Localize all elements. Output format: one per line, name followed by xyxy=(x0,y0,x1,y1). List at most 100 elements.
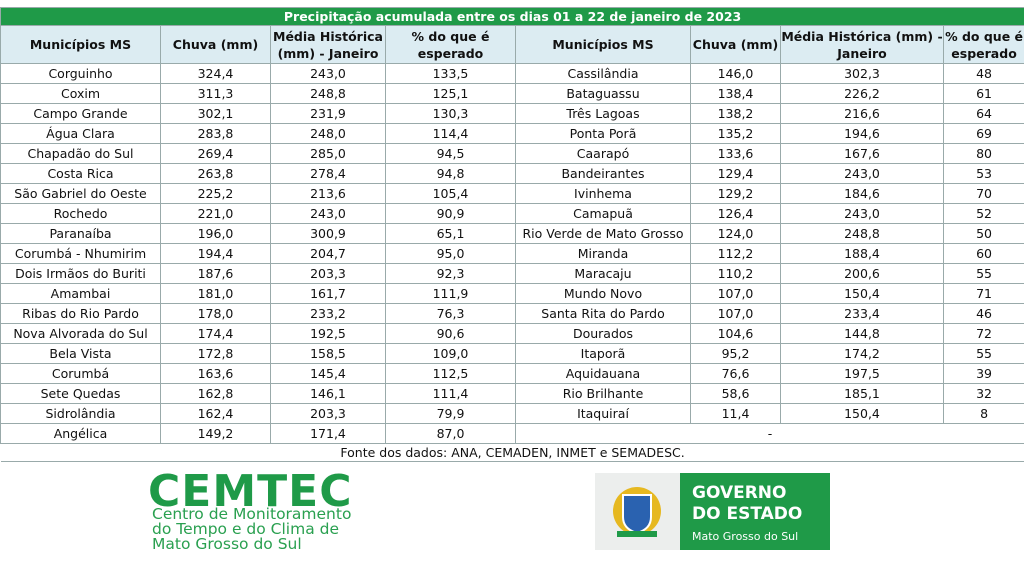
cemtec-logo: CEMTEC xyxy=(148,466,353,517)
cell: 111,4 xyxy=(385,383,516,404)
cell: 53 xyxy=(942,163,1024,184)
cell: 55 xyxy=(942,263,1024,284)
cell: 138,2 xyxy=(690,103,781,124)
cell: Costa Rica xyxy=(0,163,161,184)
cell: Corumbá xyxy=(0,363,161,384)
cell: 194,6 xyxy=(780,123,944,144)
cell: 204,7 xyxy=(270,243,386,264)
cell: 226,2 xyxy=(780,83,944,104)
cell: Rio Brilhante xyxy=(515,383,691,404)
cell: 112,2 xyxy=(690,243,781,264)
cell: 231,9 xyxy=(270,103,386,124)
cell: 61 xyxy=(942,83,1024,104)
cell: Corguinho xyxy=(0,63,161,84)
source-row: Fonte dos dados: ANA, CEMADEN, INMET e S… xyxy=(0,443,1024,462)
cell: 95,0 xyxy=(385,243,516,264)
cell: Dois Irmãos do Buriti xyxy=(0,263,161,284)
data-row: Paranaíba 196,0 300,9 65,1 Rio Verde de Mato… xyxy=(0,223,1024,244)
gov-title: GOVERNO DO ESTADO xyxy=(692,483,802,525)
cell: São Gabriel do Oeste xyxy=(0,183,161,204)
cell: Três Lagoas xyxy=(515,103,691,124)
cell: 39 xyxy=(942,363,1024,384)
cell: 174,2 xyxy=(780,343,944,364)
cell: 138,4 xyxy=(690,83,781,104)
cell: 94,5 xyxy=(385,143,516,164)
cell: 174,4 xyxy=(160,323,271,344)
empty-cell: - xyxy=(514,423,1024,444)
cell: 114,4 xyxy=(385,123,516,144)
cell: 172,8 xyxy=(160,343,271,364)
cell: Bataguassu xyxy=(515,83,691,104)
cell: 248,8 xyxy=(780,223,944,244)
cell: 8 xyxy=(942,403,1024,424)
cell: 213,6 xyxy=(270,183,386,204)
cell: Campo Grande xyxy=(0,103,161,124)
cell: Sete Quedas xyxy=(0,383,161,404)
cell: 269,4 xyxy=(160,143,271,164)
gov-line: DO ESTADO xyxy=(692,504,803,524)
cell: Miranda xyxy=(515,243,691,264)
cell: 46 xyxy=(942,303,1024,324)
cell: 65,1 xyxy=(385,223,516,244)
gov-box: GOVERNO DO ESTADO Mato Grosso do Sul xyxy=(680,473,830,550)
header-cell: Municípios MS xyxy=(0,25,161,64)
data-row: Ribas do Rio Pardo 178,0 233,2 76,3 Santa Ri… xyxy=(0,303,1024,324)
cell: Camapuã xyxy=(515,203,691,224)
cell: 285,0 xyxy=(270,143,386,164)
cell: 90,6 xyxy=(385,323,516,344)
cell: 130,3 xyxy=(385,103,516,124)
header-cell: % do que é esperado xyxy=(385,25,516,64)
cell: 76,3 xyxy=(385,303,516,324)
cell: 50 xyxy=(942,223,1024,244)
cell: 146,1 xyxy=(270,383,386,404)
cell: 145,4 xyxy=(270,363,386,384)
data-row: Corguinho 324,4 243,0 133,5 Cassilândia 146,0… xyxy=(0,63,1024,84)
cell: 187,6 xyxy=(160,263,271,284)
cell: 129,4 xyxy=(690,163,781,184)
cell: Rio Verde de Mato Grosso xyxy=(515,223,691,244)
cell: 105,4 xyxy=(385,183,516,204)
cell: 58,6 xyxy=(690,383,781,404)
cell: 197,5 xyxy=(780,363,944,384)
data-row: Costa Rica 263,8 278,4 94,8 Bandeirantes 129,… xyxy=(0,163,1024,184)
cell: Aquidauana xyxy=(515,363,691,384)
cell: 104,6 xyxy=(690,323,781,344)
cell: Sidrolândia xyxy=(0,403,161,424)
subtitle-line: do Tempo e do Clima de xyxy=(152,520,340,538)
cell: Chapadão do Sul xyxy=(0,143,161,164)
cell: 11,4 xyxy=(690,403,781,424)
cell: 216,6 xyxy=(780,103,944,124)
cell: 243,0 xyxy=(780,163,944,184)
data-row: Coxim 311,3 248,8 125,1 Bataguassu 138,4 226,2… xyxy=(0,83,1024,104)
cell: 94,8 xyxy=(385,163,516,184)
cell: 163,6 xyxy=(160,363,271,384)
cell: 149,2 xyxy=(160,423,271,444)
cell: 162,8 xyxy=(160,383,271,404)
source: Fonte dos dados: ANA, CEMADEN, INMET e S… xyxy=(0,443,1024,462)
data-row: Sidrolândia 162,4 203,3 79,9 Itaquiraí 11,4 15… xyxy=(0,403,1024,424)
cell: 72 xyxy=(942,323,1024,344)
data-row: Dois Irmãos do Buriti 187,6 203,3 92,3 Marac… xyxy=(0,263,1024,284)
cell: 184,6 xyxy=(780,183,944,204)
cell: Bandeirantes xyxy=(515,163,691,184)
cell: 107,0 xyxy=(690,303,781,324)
cell: 243,0 xyxy=(270,203,386,224)
cell: 188,4 xyxy=(780,243,944,264)
cell: 48 xyxy=(942,63,1024,84)
header-cell: Média Histórica (mm) - Janeiro xyxy=(270,25,386,64)
header-row: Municípios MS Chuva (mm) Média Histórica (… xyxy=(0,25,1024,64)
cell: 283,8 xyxy=(160,123,271,144)
cell: 111,9 xyxy=(385,283,516,304)
cell: Dourados xyxy=(515,323,691,344)
cell: Cassilândia xyxy=(515,63,691,84)
header-cell: Municípios MS xyxy=(515,25,691,64)
cell: 107,0 xyxy=(690,283,781,304)
cell: 162,4 xyxy=(160,403,271,424)
cell: 146,0 xyxy=(690,63,781,84)
header-cell: Média Histórica (mm) - Janeiro xyxy=(780,25,944,64)
cell: 135,2 xyxy=(690,123,781,144)
data-row: Sete Quedas 162,8 146,1 111,4 Rio Brilhante 5… xyxy=(0,383,1024,404)
cell: 185,1 xyxy=(780,383,944,404)
cell: 69 xyxy=(942,123,1024,144)
data-row: Amambai 181,0 161,7 111,9 Mundo Novo 107,0 150… xyxy=(0,283,1024,304)
